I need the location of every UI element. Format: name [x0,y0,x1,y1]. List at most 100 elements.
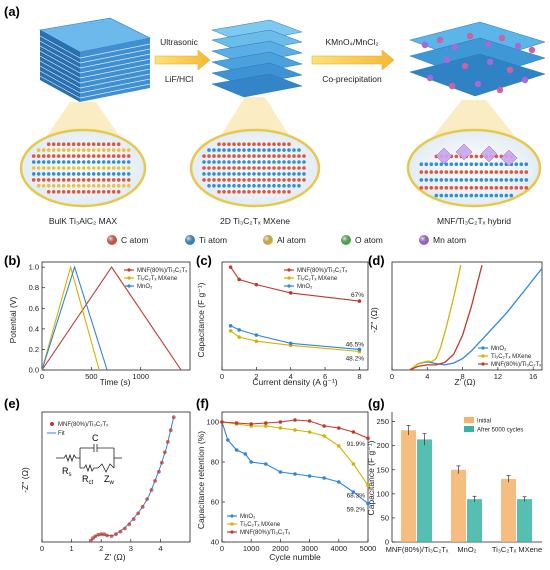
lattice-atom [121,178,126,182]
lattice-atom [111,142,116,146]
lattice-atom [272,190,276,194]
lattice-atom [282,160,286,164]
lattice-atom [81,172,86,176]
panel-g-bar [451,469,466,542]
lattice-atom [302,166,306,170]
panel-f-xtick-label: 2000 [272,544,289,553]
panel-b-legend-marker [127,268,131,272]
lattice-atom [41,178,46,182]
lattice-atom [76,190,81,194]
lattice-atom [282,142,286,146]
lattice-atom [116,166,121,170]
lattice-atom [449,186,454,190]
lattice-atom [46,190,51,194]
lattice-atom [222,190,226,194]
lattice-atom [277,148,281,152]
lattice-atom [86,148,91,152]
lattice-atom [116,148,121,152]
lattice-atom [292,154,296,158]
panel-f-data-point [307,419,312,423]
panel-f-annotation: 91.9% [347,441,366,448]
lattice-atom [106,178,111,182]
lattice-atom [76,148,81,152]
lattice-atom [292,178,296,182]
lattice-atom [121,166,126,170]
lattice-atom [282,184,286,188]
lattice-atom [464,193,469,198]
lattice-atom [116,184,121,188]
mno2-nanoflower [426,74,434,82]
mno2-nanoflower [436,36,444,44]
mno2-nanoflower [506,66,514,74]
lattice-atom [454,193,459,198]
lattice-atom [217,178,221,182]
lattice-atom [479,170,484,174]
lattice-atom [252,160,256,164]
lattice-atom [494,193,499,198]
atom-legend-highlight [419,235,429,245]
lattice-atom [121,172,126,176]
lattice-atom [424,186,429,190]
lattice-atom [222,166,226,170]
panel-e-data-point [159,460,164,465]
panel-e-xtick-label: 4 [158,544,162,553]
lattice-atom [297,172,301,176]
lattice-atom [232,172,236,176]
lattice-atom [479,193,484,198]
lattice-atom [272,172,276,176]
panel-f-data-point [278,470,283,474]
lattice-atom [257,178,261,182]
lattice-atom [61,154,66,158]
panel-e-ylabel: -Z'' (Ω) [20,467,30,493]
lattice-atom [267,148,271,152]
lattice-atom [479,178,484,182]
lattice-atom [56,166,61,170]
lattice-atom [272,154,276,158]
bulk-max-stack-illustration [39,17,151,102]
atom-legend-highlight [107,235,117,245]
lattice-atom [36,166,41,170]
lattice-atom [484,178,489,182]
lattice-atom [126,178,131,182]
panel-d-xtick-label: 4 [425,372,429,381]
lattice-atom [469,186,474,190]
lattice-atom [31,160,36,164]
panel-f-data-point [234,421,239,425]
mno6-octahedron [435,147,453,165]
panel-f-ytick-label: 80 [211,458,219,467]
lattice-atom [31,166,36,170]
lattice-atom [126,148,131,152]
lattice-atom [202,160,206,164]
lattice-atom [71,172,76,176]
lattice-atom [242,166,246,170]
lattice-atom [101,190,106,194]
lattice-atom [202,154,206,158]
lattice-atom [419,178,424,182]
lattice-atom [126,172,131,176]
panel-f-data-point [351,430,356,434]
mno2-nanoflower [528,46,536,54]
panel-g-label: (g) [368,396,385,411]
lattice-atom [262,166,266,170]
panel-b-ytick-label: 0.2 [29,345,39,354]
panel-b-legend-label: Ti₃C₂Tₓ MXene [137,276,178,282]
lattice-atom [51,148,56,152]
panel-f-frame [221,411,369,543]
lattice-atom [419,186,424,190]
panel-f-data-point [366,501,370,506]
lattice-atom [434,186,439,190]
lattice-atom [292,166,296,170]
lattice-atom [232,142,236,146]
lattice-atom [504,193,509,198]
lattice-atom [242,142,246,146]
panel-e-legend-label: Fit [58,431,65,437]
panel-f-data-point [278,426,283,430]
lattice-atom [434,193,439,198]
lattice-atom [257,184,261,188]
panel-f-legend-marker [230,522,234,526]
panel-g-ylabel: Capacitance (F g⁻¹) [366,440,376,515]
lattice-atom [302,172,306,176]
lattice-atom [434,162,439,166]
